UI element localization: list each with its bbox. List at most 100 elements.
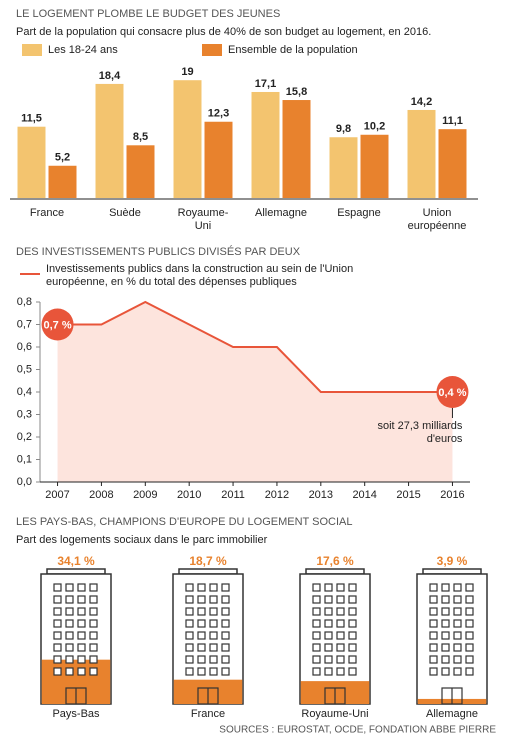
window (453, 643, 462, 652)
legend-label: Ensemble de la population (228, 44, 358, 56)
window (453, 583, 462, 592)
window (77, 643, 86, 652)
window (209, 655, 218, 664)
value-label: 12,3 (208, 108, 229, 120)
value-label: 11,5 (21, 113, 42, 125)
source: SOURCES : EUROSTAT, OCDE, FONDATION ABBE… (219, 725, 496, 736)
window (197, 631, 206, 640)
window (465, 607, 474, 616)
window (209, 595, 218, 604)
area (57, 302, 453, 482)
window (89, 631, 98, 640)
window (221, 607, 230, 616)
window (336, 607, 345, 616)
window (209, 619, 218, 628)
window (324, 643, 333, 652)
value-label: 15,8 (286, 86, 307, 98)
category-label: Royaume-Uni (301, 708, 368, 720)
y-tick-label: 0,7 (17, 318, 32, 330)
window (53, 619, 62, 628)
window (197, 607, 206, 616)
window (89, 595, 98, 604)
window (77, 595, 86, 604)
y-tick-label: 0,6 (17, 341, 32, 353)
window (348, 667, 357, 676)
window (209, 607, 218, 616)
window (312, 583, 321, 592)
window (441, 583, 450, 592)
value-label: 10,2 (364, 121, 385, 133)
window (221, 643, 230, 652)
window (65, 595, 74, 604)
window (312, 667, 321, 676)
window (53, 583, 62, 592)
line (57, 300, 453, 393)
value-label: 11,1 (442, 115, 463, 127)
window (336, 655, 345, 664)
window (65, 607, 74, 616)
window (221, 619, 230, 628)
value-label: 0,4 % (438, 387, 466, 399)
window (185, 631, 194, 640)
window (312, 631, 321, 640)
window (312, 595, 321, 604)
window (336, 595, 345, 604)
window (429, 619, 438, 628)
window (465, 655, 474, 664)
legend-label: Investissements publics dans la construc… (46, 263, 354, 288)
legend-swatch (22, 44, 42, 56)
window (77, 631, 86, 640)
window (348, 619, 357, 628)
window (312, 607, 321, 616)
category-label: Pays-Bas (52, 708, 100, 720)
bar (173, 80, 202, 198)
window (65, 643, 74, 652)
window (89, 643, 98, 652)
window (89, 667, 98, 676)
legend-label: Les 18-24 ans (48, 44, 118, 56)
annotation: soit 27,3 milliards d'euros (377, 420, 463, 445)
bar (329, 137, 358, 198)
window (197, 595, 206, 604)
window (312, 643, 321, 652)
x-tick-label: 2016 (440, 489, 464, 501)
window (348, 595, 357, 604)
window (197, 667, 206, 676)
window (465, 643, 474, 652)
window (453, 595, 462, 604)
window (185, 643, 194, 652)
window (336, 583, 345, 592)
window (53, 643, 62, 652)
bar (95, 83, 124, 198)
window (65, 583, 74, 592)
value-label: 14,2 (411, 96, 432, 108)
window (465, 619, 474, 628)
x-tick-label: 2015 (396, 489, 420, 501)
window (441, 655, 450, 664)
window (197, 655, 206, 664)
value-label: 17,6 % (316, 554, 354, 568)
chart-subtitle: Part de la population qui consacre plus … (16, 26, 431, 38)
window (77, 667, 86, 676)
window (348, 631, 357, 640)
window (197, 643, 206, 652)
y-tick-label: 0,5 (17, 363, 32, 375)
window (209, 643, 218, 652)
value-label: 18,7 % (189, 554, 227, 568)
window (53, 655, 62, 664)
y-tick-label: 0,4 (17, 386, 32, 398)
window (336, 631, 345, 640)
window (89, 619, 98, 628)
window (324, 655, 333, 664)
window (465, 631, 474, 640)
window (221, 631, 230, 640)
window (441, 607, 450, 616)
window (441, 595, 450, 604)
x-tick-label: 2008 (89, 489, 113, 501)
window (429, 667, 438, 676)
window (65, 655, 74, 664)
bar (48, 165, 77, 198)
window (441, 619, 450, 628)
x-tick-label: 2013 (309, 489, 333, 501)
